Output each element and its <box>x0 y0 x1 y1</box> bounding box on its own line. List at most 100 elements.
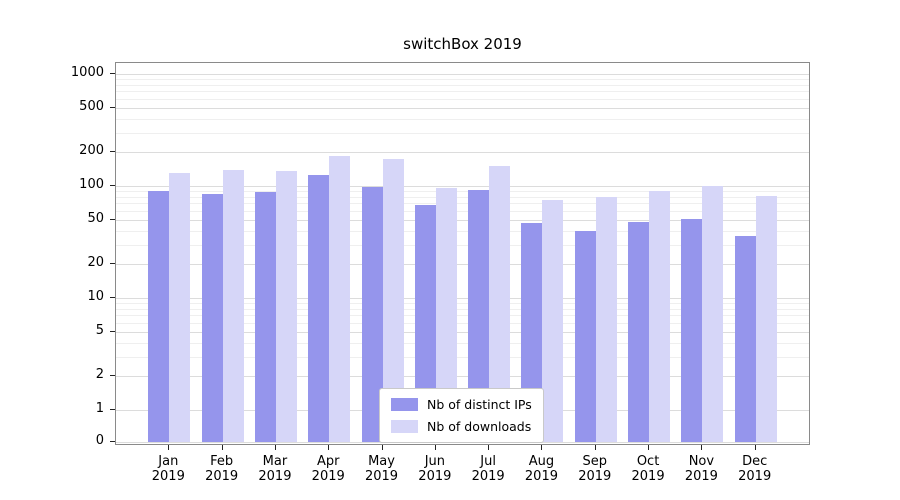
y-tick-mark <box>110 375 115 377</box>
x-tick-year: 2019 <box>631 469 665 484</box>
major-gridline <box>116 107 809 109</box>
x-tick-label-sep: Sep 2019 <box>578 454 611 484</box>
x-tick-year: 2019 <box>311 469 345 484</box>
bar-dec-downloads <box>755 195 777 442</box>
x-tick-label-aug: Aug 2019 <box>525 454 558 484</box>
y-tick-label: 2 <box>95 367 104 383</box>
legend-item-downloads: Nb of downloads <box>391 419 532 434</box>
minor-gridline <box>116 308 809 310</box>
y-tick-mark <box>110 297 115 298</box>
bar-apr-downloads <box>329 156 351 442</box>
x-tick-mark <box>381 445 383 450</box>
minor-gridline <box>116 303 809 305</box>
major-gridline <box>116 186 809 187</box>
y-tick-mark <box>110 73 115 74</box>
bar-may-distinct-ips <box>361 187 383 442</box>
minor-gridline <box>116 356 809 358</box>
x-tick-label-jul: Jul 2019 <box>472 454 505 484</box>
bar-nov-downloads <box>702 186 724 442</box>
x-tick-month: Nov <box>688 454 715 469</box>
minor-gridline <box>116 342 809 344</box>
bar-jun-downloads <box>435 188 457 442</box>
x-tick-year: 2019 <box>471 469 505 484</box>
y-tick-label: 200 <box>79 143 104 159</box>
chart-title: switchBox 2019 <box>403 35 522 53</box>
y-tick-label: 5 <box>95 322 104 338</box>
x-tick-month: Dec <box>742 454 768 469</box>
bar-oct-downloads <box>649 191 671 442</box>
x-tick-year: 2019 <box>578 469 612 484</box>
major-gridline <box>116 74 809 75</box>
x-tick-year: 2019 <box>418 469 452 484</box>
x-tick-mark <box>434 445 436 450</box>
y-tick-label: 0 <box>95 433 104 448</box>
y-tick-label: 1 <box>95 401 104 416</box>
minor-gridline <box>116 118 809 120</box>
x-tick-month: Oct <box>636 454 660 469</box>
legend-label-downloads: Nb of downloads <box>427 419 532 434</box>
minor-gridline <box>116 244 809 246</box>
minor-gridline <box>116 210 809 212</box>
x-tick-label-feb: Feb 2019 <box>205 454 238 484</box>
minor-gridline <box>116 79 809 81</box>
x-tick-year: 2019 <box>258 469 292 484</box>
x-tick-year: 2019 <box>205 469 239 484</box>
legend-swatch-downloads <box>391 420 418 433</box>
x-tick-label-mar: Mar 2019 <box>258 454 291 484</box>
x-tick-mark <box>701 445 703 450</box>
x-tick-month: Feb <box>210 454 234 469</box>
minor-gridline <box>116 84 809 86</box>
x-tick-mark <box>488 445 490 450</box>
minor-gridline <box>116 196 809 198</box>
x-tick-month: Sep <box>582 454 608 469</box>
bar-jan-distinct-ips <box>148 191 170 442</box>
major-gridline <box>116 298 809 299</box>
minor-gridline <box>116 322 809 324</box>
major-gridline <box>116 152 809 154</box>
x-tick-label-may: May 2019 <box>365 454 398 484</box>
y-tick-mark <box>110 441 115 442</box>
x-tick-month: Mar <box>262 454 288 469</box>
bar-apr-distinct-ips <box>308 175 330 442</box>
x-tick-mark <box>328 445 330 450</box>
bar-sep-downloads <box>595 196 617 442</box>
bar-mar-downloads <box>275 171 297 442</box>
x-tick-month: Jul <box>480 454 496 469</box>
minor-gridline <box>116 98 809 100</box>
y-tick-mark <box>110 185 115 186</box>
bar-nov-distinct-ips <box>681 218 703 442</box>
y-tick-label: 1000 <box>70 65 104 80</box>
bar-aug-downloads <box>542 199 564 442</box>
y-tick-mark <box>110 330 115 332</box>
x-tick-mark <box>594 445 596 450</box>
x-tick-mark <box>274 445 276 450</box>
minor-gridline <box>116 132 809 134</box>
bar-feb-distinct-ips <box>201 193 223 442</box>
major-gridline <box>116 264 809 266</box>
minor-gridline <box>116 91 809 93</box>
y-tick-label: 500 <box>79 98 104 114</box>
major-gridline <box>116 376 809 378</box>
minor-gridline <box>116 191 809 193</box>
bar-jan-downloads <box>169 173 191 442</box>
x-tick-label-oct: Oct 2019 <box>632 454 665 484</box>
y-tick-mark <box>110 218 115 220</box>
x-tick-year: 2019 <box>684 469 718 484</box>
bar-jul-distinct-ips <box>468 190 490 442</box>
x-tick-year: 2019 <box>738 469 772 484</box>
x-tick-month: May <box>368 454 395 469</box>
legend-swatch-distinct-ips <box>391 398 418 411</box>
x-tick-month: Jun <box>424 454 445 469</box>
y-tick-mark <box>110 263 115 265</box>
y-tick-mark <box>110 151 115 153</box>
x-tick-label-apr: Apr 2019 <box>312 454 345 484</box>
bar-feb-downloads <box>222 170 244 442</box>
legend-label-distinct-ips: Nb of distinct IPs <box>427 397 532 412</box>
y-tick-mark <box>110 409 115 410</box>
y-tick-label: 100 <box>79 177 104 192</box>
bar-oct-distinct-ips <box>628 221 650 442</box>
x-tick-month: Apr <box>316 454 340 469</box>
x-tick-year: 2019 <box>524 469 558 484</box>
minor-gridline <box>116 315 809 317</box>
